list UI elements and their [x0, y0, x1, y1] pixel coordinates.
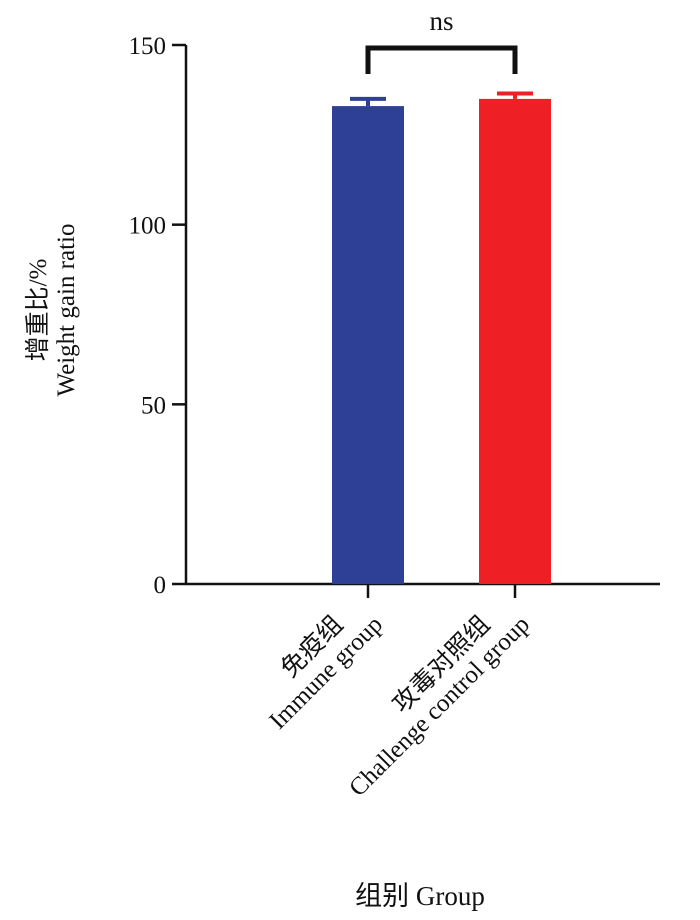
y-axis-title-line1: 增重比/%	[24, 259, 52, 362]
y-tick-label: 100	[129, 213, 167, 240]
y-tick-label: 0	[154, 572, 167, 599]
y-axis-title-line2: Weight gain ratio	[53, 224, 80, 397]
y-tick-label: 50	[141, 392, 166, 419]
bars	[332, 98, 551, 585]
y-axis: 0 50 100 150	[129, 33, 188, 599]
significance-label: ns	[429, 6, 453, 36]
x-axis-title: 组别 Group	[355, 881, 485, 911]
bar	[479, 98, 551, 585]
error-bars	[350, 91, 533, 107]
y-axis-title: 增重比/% Weight gain ratio	[24, 224, 80, 397]
significance-bracket-line	[365, 45, 518, 74]
significance-bracket: ns	[365, 6, 518, 74]
y-tick-label: 150	[129, 33, 167, 60]
bar	[332, 106, 404, 584]
